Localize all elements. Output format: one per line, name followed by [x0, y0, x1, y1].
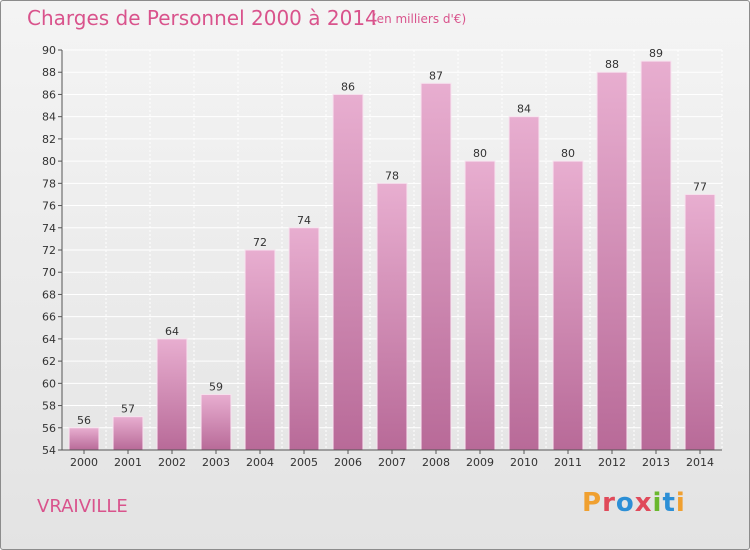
x-tick-label-2004: 2004: [246, 456, 274, 469]
data-label-2003: 59: [209, 380, 223, 393]
data-label-2006: 86: [341, 80, 355, 93]
logo-letter: x: [634, 488, 653, 518]
data-label-2007: 78: [385, 169, 399, 182]
x-tick-label-2010: 2010: [510, 456, 538, 469]
y-tick-label: 72: [42, 244, 56, 257]
bar-2004[interactable]: [244, 249, 276, 451]
logo-letter: i: [675, 488, 686, 518]
bars: [68, 60, 716, 451]
y-tick-label: 88: [42, 66, 56, 79]
bar-2005[interactable]: [288, 227, 320, 451]
data-label-2011: 80: [561, 147, 575, 160]
logo-letter: r: [602, 488, 616, 518]
x-tick-label-2008: 2008: [422, 456, 450, 469]
proxiti-logo[interactable]: Proxiti: [582, 488, 686, 518]
data-label-2010: 84: [517, 103, 531, 116]
x-tick-label-2009: 2009: [466, 456, 494, 469]
bar-2001[interactable]: [112, 416, 144, 451]
y-tick-label: 80: [42, 155, 56, 168]
bar-2006[interactable]: [332, 93, 364, 451]
x-tick-label-2011: 2011: [554, 456, 582, 469]
y-tick-label: 60: [42, 377, 56, 390]
y-tick-label: 56: [42, 422, 56, 435]
bar-2000[interactable]: [68, 427, 100, 451]
x-tick-label-2014: 2014: [686, 456, 714, 469]
x-tick-label-2000: 2000: [70, 456, 98, 469]
logo-letter: o: [615, 488, 635, 518]
data-label-2012: 88: [605, 58, 619, 71]
bar-2013[interactable]: [640, 60, 672, 451]
x-tick-label-2002: 2002: [158, 456, 186, 469]
data-label-2009: 80: [473, 147, 487, 160]
bar-2009[interactable]: [464, 160, 496, 451]
data-label-2008: 87: [429, 69, 443, 82]
y-tick-label: 54: [42, 444, 56, 457]
data-label-2013: 89: [649, 47, 663, 60]
bar-2014[interactable]: [684, 193, 716, 451]
x-tick-label-2007: 2007: [378, 456, 406, 469]
data-label-2002: 64: [165, 325, 179, 338]
bar-2011[interactable]: [552, 160, 584, 451]
bar-2012[interactable]: [596, 71, 628, 451]
y-tick-label: 82: [42, 133, 56, 146]
bar-2008[interactable]: [420, 82, 452, 451]
y-tick-label: 68: [42, 288, 56, 301]
bar-2010[interactable]: [508, 116, 540, 451]
data-labels: 56 57 64 59 72 74 86 78 87 80 84 80 88 89 77: [77, 47, 707, 427]
bar-2007[interactable]: [376, 182, 408, 451]
y-tick-label: 90: [42, 44, 56, 57]
y-tick-label: 86: [42, 88, 56, 101]
x-tick-label-2005: 2005: [290, 456, 318, 469]
axes: 54 56 58 60 62 64 66 68 70 72 74 76 78 80 82 84 86 88 90 20…: [42, 44, 722, 469]
y-tick-label: 76: [42, 200, 56, 213]
y-tick-label: 74: [42, 222, 56, 235]
y-tick-label: 58: [42, 400, 56, 413]
x-tick-label-2001: 2001: [114, 456, 142, 469]
y-tick-label: 84: [42, 111, 56, 124]
bar-2003[interactable]: [200, 393, 232, 451]
data-label-2005: 74: [297, 214, 311, 227]
logo-letter: P: [582, 488, 603, 518]
logo-letter: i: [652, 488, 663, 518]
x-tick-label-2013: 2013: [642, 456, 670, 469]
y-tick-label: 64: [42, 333, 56, 346]
x-tick-label-2003: 2003: [202, 456, 230, 469]
data-label-2000: 56: [77, 414, 91, 427]
x-tick-label-2012: 2012: [598, 456, 626, 469]
y-tick-label: 66: [42, 311, 56, 324]
x-tick-label-2006: 2006: [334, 456, 362, 469]
data-label-2004: 72: [253, 236, 267, 249]
bar-2002[interactable]: [156, 338, 188, 451]
chart-title: Charges de Personnel 2000 à 2014: [27, 6, 378, 30]
y-tick-label: 62: [42, 355, 56, 368]
y-tick-label: 78: [42, 177, 56, 190]
town-name: VRAIVILLE: [37, 496, 128, 517]
logo-letter: t: [662, 488, 676, 518]
data-label-2001: 57: [121, 403, 135, 416]
y-tick-label: 70: [42, 266, 56, 279]
data-label-2014: 77: [693, 180, 707, 193]
chart-unit-label: (en milliers d'€): [372, 12, 467, 26]
